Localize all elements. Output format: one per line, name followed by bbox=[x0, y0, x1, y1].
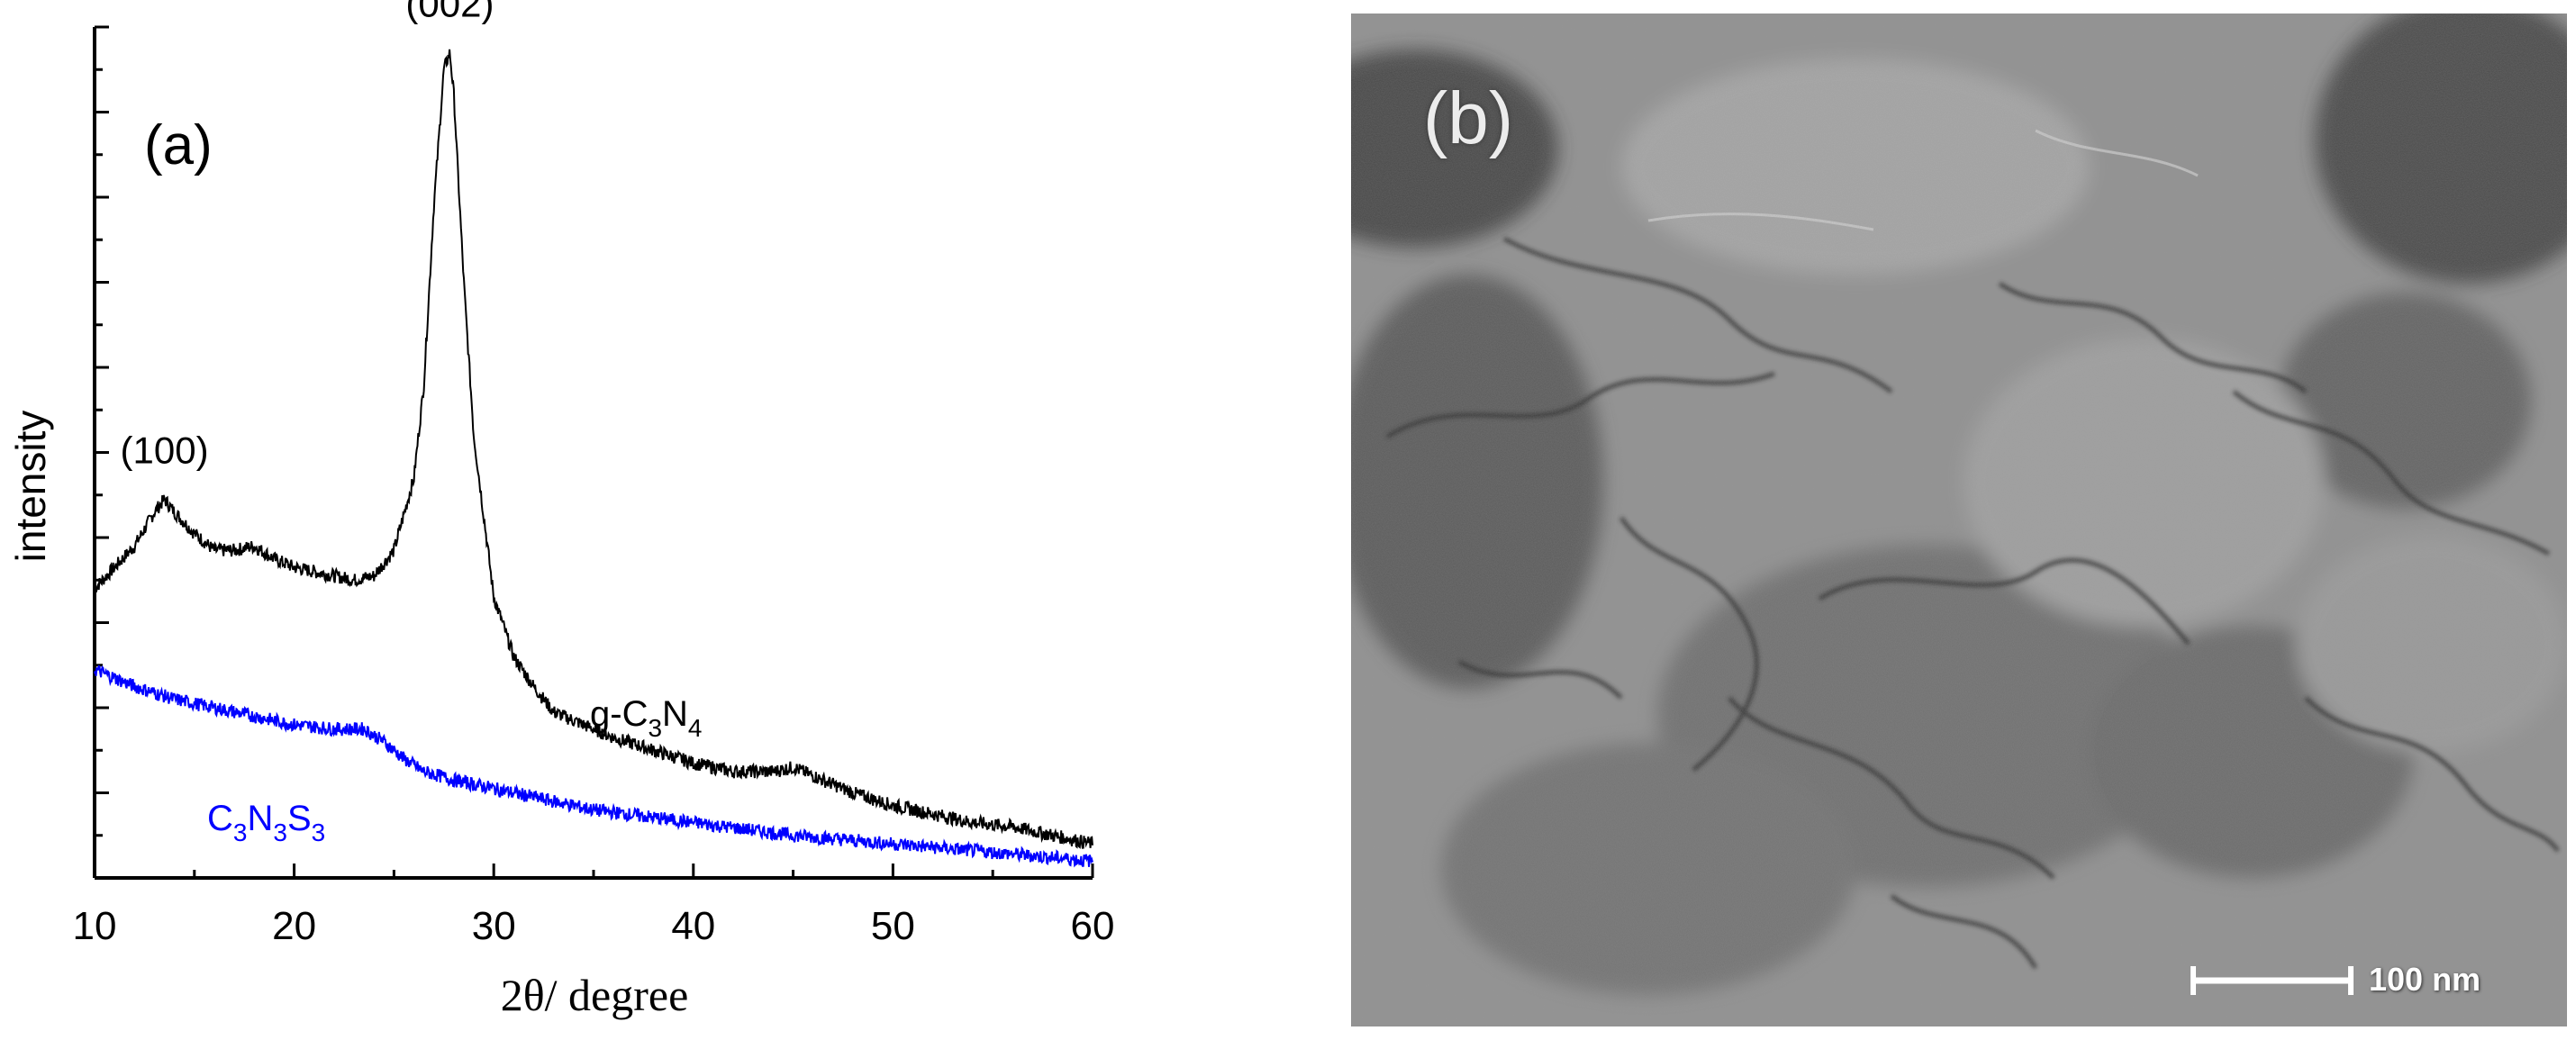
x-tick-label: 50 bbox=[871, 904, 915, 948]
legend-c3n3s3-mid2: S bbox=[287, 799, 312, 838]
x-tick-label: 10 bbox=[73, 904, 117, 948]
legend-g-c3n4-mid: N bbox=[662, 694, 688, 734]
tem-noise bbox=[1351, 14, 2567, 1026]
legend-c3n3s3-text: C bbox=[207, 799, 233, 838]
legend-c3n3s3: C3N3S3 bbox=[207, 799, 325, 846]
legend-g-c3n4: g-C3N4 bbox=[590, 694, 703, 742]
tem-image-panel: (b) 100 nm bbox=[1351, 14, 2567, 1026]
legend-c3n3s3-sub3: 3 bbox=[312, 818, 326, 846]
legend-g-c3n4-sub2: 4 bbox=[688, 714, 703, 742]
x-tick-labels: 10 20 30 40 50 60 bbox=[73, 904, 1115, 948]
tem-micrograph bbox=[1351, 14, 2567, 1026]
scale-bar bbox=[2191, 966, 2354, 995]
series-line-1 bbox=[94, 665, 1093, 868]
scale-bar-label: 100 nm bbox=[2369, 961, 2481, 998]
legend-c3n3s3-sub1: 3 bbox=[233, 818, 248, 846]
x-tick-label: 60 bbox=[1071, 904, 1115, 948]
legend-c3n3s3-sub2: 3 bbox=[273, 818, 287, 846]
y-axis-label: intensity bbox=[7, 411, 54, 563]
legend-c3n3s3-mid: N bbox=[247, 799, 273, 838]
legend-g-c3n4-text: g-C bbox=[590, 694, 648, 734]
panel-label-a: (a) bbox=[144, 114, 213, 176]
x-axis-label: 2θ/ degree bbox=[501, 970, 689, 1020]
annotation-002: (002) bbox=[405, 0, 494, 24]
series-line-0 bbox=[94, 49, 1093, 849]
x-tick-label: 30 bbox=[472, 904, 516, 948]
annotation-100: (100) bbox=[121, 429, 209, 471]
legend-g-c3n4-sub1: 3 bbox=[648, 714, 662, 742]
x-tick-label: 40 bbox=[671, 904, 715, 948]
series-group bbox=[94, 49, 1093, 868]
x-tick-label: 20 bbox=[272, 904, 316, 948]
panel-label-b: (b) bbox=[1423, 77, 1514, 159]
xrd-chart: 10 20 30 40 50 60 (a) (100) (002) g-C3N4 C3N3… bbox=[7, 0, 1115, 1020]
tick-group bbox=[93, 25, 1094, 880]
